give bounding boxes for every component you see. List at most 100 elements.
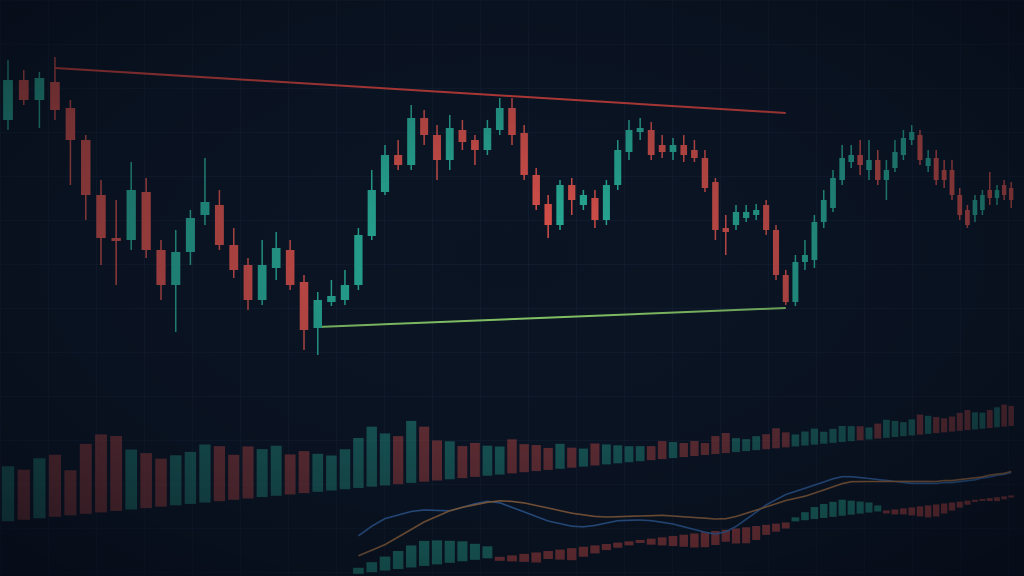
- macd-bar: [366, 562, 378, 573]
- macd-bar: [986, 498, 993, 502]
- candle-body: [3, 80, 13, 120]
- macd-bar: [908, 507, 916, 516]
- candle-body: [994, 190, 1000, 198]
- volume-bar: [567, 447, 577, 468]
- volume-bar: [17, 469, 30, 520]
- candle-body: [50, 82, 60, 110]
- volume-bar: [900, 422, 907, 437]
- candle-body: [753, 210, 760, 215]
- macd-bar: [379, 556, 391, 571]
- volume-bar: [762, 434, 771, 450]
- volume-bar: [791, 434, 800, 447]
- candle-body: [257, 265, 267, 300]
- macd-bar: [601, 544, 611, 551]
- candle-body: [1009, 188, 1014, 200]
- volume-bar: [79, 443, 92, 514]
- macd-bar: [494, 556, 505, 561]
- candle-body: [763, 205, 770, 230]
- volume-bar: [366, 426, 377, 487]
- volume-bar: [1008, 405, 1014, 426]
- volume-bar: [199, 444, 211, 503]
- macd-bar: [1008, 495, 1014, 498]
- macd-bar: [781, 522, 790, 529]
- candle-body: [892, 152, 898, 168]
- candle-body: [933, 158, 939, 180]
- macd-bar: [567, 548, 577, 561]
- candle-body: [556, 185, 564, 225]
- volume-bar: [700, 443, 710, 456]
- candle-body: [483, 128, 492, 150]
- volume-bar: [543, 447, 553, 470]
- macd-bar: [762, 524, 771, 535]
- macd-bar: [431, 540, 443, 565]
- volume-bar: [170, 455, 182, 506]
- volume-bar: [883, 419, 890, 438]
- macd-bar: [543, 551, 553, 560]
- volume-bar: [1, 466, 15, 522]
- candle-body: [949, 170, 955, 195]
- volume-bar: [270, 445, 282, 496]
- volume-bar: [406, 420, 417, 483]
- volume-bar: [531, 445, 541, 472]
- volume-bar: [986, 409, 993, 428]
- macd-bar: [874, 505, 882, 512]
- volume-bar: [838, 425, 846, 442]
- candle-body: [407, 118, 416, 165]
- macd-bar: [838, 499, 846, 516]
- candle-body: [772, 230, 780, 275]
- candle-body: [81, 140, 91, 195]
- macd-bar: [457, 541, 468, 562]
- macd-bar: [742, 527, 751, 544]
- volume-bar: [964, 410, 971, 431]
- volume-bar: [1001, 404, 1007, 427]
- volume-bar: [679, 443, 688, 458]
- volume-bar: [353, 437, 364, 488]
- candle-body: [614, 150, 622, 185]
- volume-bar: [256, 449, 268, 498]
- macd-bar: [964, 500, 971, 505]
- volume-bar: [624, 446, 634, 463]
- macd-bar: [555, 549, 565, 560]
- macd-bar: [820, 503, 828, 518]
- volume-bar: [432, 440, 442, 481]
- macd-bar: [933, 504, 940, 517]
- macd-bar: [469, 543, 480, 560]
- candle-body: [925, 158, 931, 166]
- candle-body: [669, 145, 677, 152]
- candle-body: [299, 282, 309, 330]
- macd-bar: [829, 501, 837, 517]
- candle-body: [972, 200, 978, 215]
- candle-body: [647, 130, 655, 155]
- volume-bar: [95, 434, 107, 513]
- volume-bar: [657, 441, 667, 460]
- candle-body: [243, 265, 253, 300]
- candle-body: [171, 252, 181, 285]
- macd-bar: [635, 539, 645, 543]
- volume-bar: [298, 451, 310, 494]
- volume-bar: [590, 443, 600, 466]
- volume-bar: [482, 445, 493, 476]
- candle-body: [1001, 185, 1007, 195]
- candle-body: [957, 195, 963, 215]
- candle-body: [848, 155, 854, 162]
- volume-bar: [948, 416, 956, 432]
- candle-body: [579, 195, 587, 205]
- candle-body: [126, 190, 136, 240]
- candle-body: [722, 228, 729, 232]
- macd-bar: [865, 502, 873, 513]
- volume-bar: [507, 439, 517, 474]
- candle-body: [65, 108, 76, 140]
- candle-body: [568, 185, 576, 200]
- candle-body: [625, 130, 633, 152]
- volume-bar: [613, 445, 623, 464]
- candle-body: [141, 192, 151, 250]
- candle-body: [782, 275, 789, 302]
- candle-body: [34, 78, 45, 100]
- volume-bar: [284, 454, 296, 495]
- volume-bar: [742, 439, 751, 452]
- candle-body: [591, 198, 599, 220]
- volume-bar: [470, 442, 480, 477]
- volume-bar: [874, 423, 882, 439]
- candle-body: [185, 218, 195, 252]
